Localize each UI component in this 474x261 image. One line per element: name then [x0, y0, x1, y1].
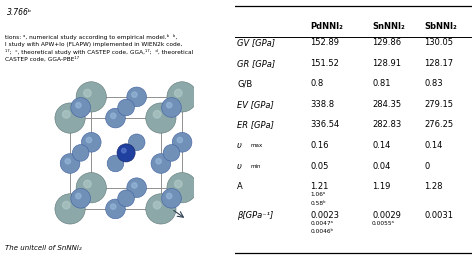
Text: 336.54: 336.54	[310, 121, 340, 129]
Text: 0.8: 0.8	[310, 79, 324, 88]
Text: 128.17: 128.17	[424, 59, 453, 68]
Circle shape	[117, 144, 135, 162]
Text: 129.86: 129.86	[372, 38, 401, 47]
Circle shape	[151, 154, 171, 173]
Text: G/B: G/B	[237, 79, 252, 88]
Text: 0.0046ᵇ: 0.0046ᵇ	[310, 229, 334, 234]
Circle shape	[174, 89, 182, 97]
Circle shape	[163, 145, 180, 161]
Circle shape	[76, 103, 81, 108]
Text: 0.0047ᵃ: 0.0047ᵃ	[310, 221, 333, 226]
Circle shape	[162, 98, 182, 117]
Text: A: A	[237, 182, 243, 191]
Text: 279.15: 279.15	[424, 100, 453, 109]
Text: 276.25: 276.25	[424, 121, 453, 129]
Circle shape	[127, 178, 146, 198]
Circle shape	[153, 110, 161, 118]
Text: 0.14: 0.14	[424, 141, 443, 150]
Text: 0.14: 0.14	[372, 141, 391, 150]
Circle shape	[121, 148, 126, 153]
Circle shape	[167, 82, 197, 112]
Text: 1.21: 1.21	[310, 182, 329, 191]
Text: 0: 0	[424, 162, 429, 171]
Text: 1.19: 1.19	[372, 182, 391, 191]
Text: 0.0029: 0.0029	[372, 211, 401, 220]
Circle shape	[128, 134, 145, 151]
Circle shape	[166, 103, 172, 108]
Circle shape	[132, 183, 137, 188]
Circle shape	[146, 103, 176, 133]
Circle shape	[106, 108, 125, 128]
Text: GR [GPa]: GR [GPa]	[237, 59, 275, 68]
Circle shape	[167, 173, 197, 203]
Circle shape	[107, 155, 124, 172]
Circle shape	[132, 92, 137, 97]
Circle shape	[127, 87, 146, 107]
Text: 0.81: 0.81	[372, 79, 391, 88]
Text: The unitcell of SnNNi₂: The unitcell of SnNNi₂	[5, 245, 82, 251]
Circle shape	[82, 133, 101, 152]
Circle shape	[156, 158, 161, 164]
Text: 3.766ᵇ: 3.766ᵇ	[7, 8, 32, 17]
Text: 0.05: 0.05	[310, 162, 329, 171]
Text: 1.06ᵃ: 1.06ᵃ	[310, 192, 326, 197]
Circle shape	[71, 188, 91, 208]
Circle shape	[172, 133, 192, 152]
Text: 152.89: 152.89	[310, 38, 339, 47]
Circle shape	[55, 194, 85, 224]
Circle shape	[84, 89, 91, 97]
Circle shape	[110, 204, 116, 209]
Circle shape	[177, 137, 182, 143]
Text: υ: υ	[237, 141, 242, 150]
Text: 282.83: 282.83	[372, 121, 401, 129]
Text: υ: υ	[237, 162, 242, 171]
Circle shape	[63, 110, 70, 118]
Circle shape	[73, 145, 89, 161]
Circle shape	[76, 193, 81, 199]
Circle shape	[118, 99, 135, 116]
Text: 128.91: 128.91	[372, 59, 401, 68]
Circle shape	[146, 194, 176, 224]
Text: tions: ᵃ, numerical study according to empirical model.ᵇ  ᵇ,
l study with APW+lo: tions: ᵃ, numerical study according to e…	[5, 34, 193, 61]
Text: max: max	[250, 143, 262, 148]
Text: PdNNI₂: PdNNI₂	[310, 21, 343, 31]
Circle shape	[71, 98, 91, 117]
Circle shape	[86, 137, 91, 143]
Text: 0.0055ᵃ: 0.0055ᵃ	[372, 221, 395, 226]
Text: 130.05: 130.05	[424, 38, 453, 47]
Text: ER [GPa]: ER [GPa]	[237, 121, 274, 129]
Text: SnNNI₂: SnNNI₂	[372, 21, 405, 31]
Circle shape	[162, 188, 182, 208]
Circle shape	[166, 193, 172, 199]
Circle shape	[55, 103, 85, 133]
Text: 0.04: 0.04	[372, 162, 391, 171]
Text: 0.0023: 0.0023	[310, 211, 339, 220]
Text: SbNNI₂: SbNNI₂	[424, 21, 457, 31]
Text: EV [GPa]: EV [GPa]	[237, 100, 274, 109]
Circle shape	[84, 180, 91, 188]
Circle shape	[110, 113, 116, 118]
Circle shape	[63, 201, 70, 209]
Text: 1.28: 1.28	[424, 182, 443, 191]
Circle shape	[118, 190, 135, 207]
Text: 284.35: 284.35	[372, 100, 401, 109]
Text: 0.83: 0.83	[424, 79, 443, 88]
Text: β[GPa⁻¹]: β[GPa⁻¹]	[237, 211, 273, 220]
Text: 338.8: 338.8	[310, 100, 335, 109]
Circle shape	[76, 173, 106, 203]
Circle shape	[153, 201, 161, 209]
Text: 0.16: 0.16	[310, 141, 329, 150]
Text: 151.52: 151.52	[310, 59, 339, 68]
Circle shape	[76, 82, 106, 112]
Circle shape	[106, 199, 125, 219]
Text: 0.58ᵇ: 0.58ᵇ	[310, 201, 326, 206]
Text: GV [GPa]: GV [GPa]	[237, 38, 275, 47]
Text: min: min	[250, 164, 261, 169]
Circle shape	[65, 158, 71, 164]
Circle shape	[60, 154, 80, 173]
Circle shape	[174, 180, 182, 188]
Text: 0.0031: 0.0031	[424, 211, 453, 220]
